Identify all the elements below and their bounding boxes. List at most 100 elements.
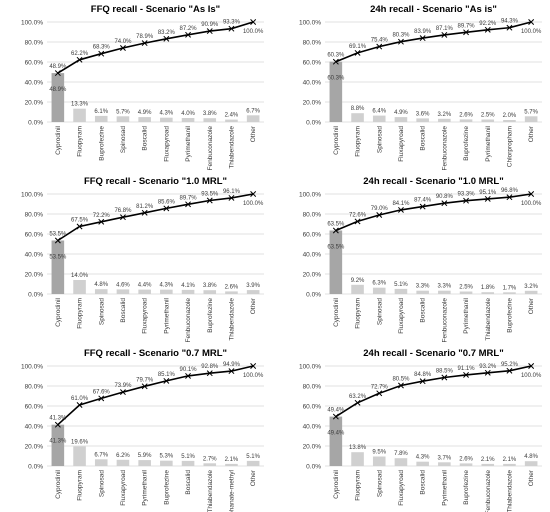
bar-value-label: 6.7% <box>94 452 108 458</box>
category-label: Other <box>528 297 535 314</box>
bar <box>416 118 429 122</box>
cumulative-value-label: 100.0% <box>243 373 264 379</box>
bar-value-label: 3.8% <box>203 283 217 289</box>
category-label: Boscalid <box>420 470 427 495</box>
bar-value-label: 2.5% <box>481 113 495 119</box>
bar <box>351 452 364 466</box>
bar-value-label: 2.5% <box>459 285 473 291</box>
chart-panel: FFQ recall - Scenario "1.0 MRL" 0.0% 20.0%… <box>21 176 264 342</box>
category-label: Buprofezine <box>463 470 470 505</box>
bar-value-label: 2.0% <box>503 113 517 119</box>
bar-value-label: 3.2% <box>438 112 452 118</box>
bar <box>481 463 495 466</box>
cumulative-marker <box>463 29 470 36</box>
cumulative-marker <box>98 395 105 402</box>
category-label: Spinosad <box>98 470 105 497</box>
category-label: Boscalid <box>120 298 127 323</box>
bar <box>329 61 343 122</box>
bar <box>459 291 473 294</box>
category-label: Cyprodinil <box>55 469 62 498</box>
cumulative-marker <box>419 378 426 385</box>
bar-value-label: 4.8% <box>94 282 108 288</box>
bar-value-label: 2.7% <box>203 456 217 462</box>
cumulative-value-label: 76.8% <box>114 208 132 214</box>
y-tick-label: 100.0% <box>299 20 321 27</box>
y-tick-label: 20.0% <box>303 444 322 451</box>
cumulative-value-label: 68.3% <box>93 45 111 51</box>
cumulative-marker <box>354 218 361 225</box>
bar <box>394 288 408 294</box>
bar-value-label: 63.5% <box>327 245 345 251</box>
category-label: Fluxapyroad <box>398 298 405 334</box>
cumulative-marker <box>228 368 235 375</box>
cumulative-value-label: 89.7% <box>180 195 198 201</box>
cumulative-value-label: 100.0% <box>243 201 264 207</box>
cumulative-value-label: 100.0% <box>243 29 264 35</box>
bar-value-label: 4.9% <box>138 110 152 116</box>
category-label: Other <box>250 469 257 486</box>
bar <box>329 230 343 294</box>
chart-panel: FFQ recall - Scenario "0.7 MRL" 0.0% 20.0%… <box>21 348 264 512</box>
bar <box>181 118 195 122</box>
cumulative-marker <box>441 31 448 38</box>
bar <box>524 116 538 122</box>
bar-value-label: 4.9% <box>394 110 408 116</box>
category-label: Fenbuconazole <box>485 470 492 512</box>
chart-title: FFQ recall - Scenario "0.7 MRL" <box>84 348 227 359</box>
category-label: Fluopyram <box>355 126 362 157</box>
bar-value-label: 5.1% <box>394 282 408 288</box>
bar-value-label: 53.5% <box>49 255 67 261</box>
cumulative-value-label: 78.9% <box>136 34 154 40</box>
cumulative-marker <box>163 205 170 212</box>
cumulative-marker <box>250 19 257 25</box>
bar <box>116 459 130 466</box>
cumulative-value-label: 92.2% <box>479 21 497 27</box>
cumulative-marker <box>54 70 61 77</box>
cumulative-value-label: 88.5% <box>436 369 454 375</box>
bar-value-label: 14.0% <box>71 273 89 279</box>
cumulative-value-label: 85.6% <box>158 199 176 205</box>
bar-value-label: 2.6% <box>459 456 473 462</box>
category-label: Thiabendazole <box>506 470 513 512</box>
bar <box>225 119 238 122</box>
bar-value-label: 1.7% <box>503 285 517 291</box>
y-tick-label: 80.0% <box>25 40 44 47</box>
y-tick-label: 0.0% <box>306 292 321 299</box>
cumulative-line <box>57 193 254 242</box>
y-tick-label: 40.0% <box>303 80 322 87</box>
cumulative-value-label: 67.6% <box>93 389 111 395</box>
cumulative-value-label: 80.3% <box>392 33 410 39</box>
cumulative-value-label: 74.0% <box>114 39 132 45</box>
cumulative-marker <box>332 227 339 234</box>
bar-value-label: 6.4% <box>372 109 386 115</box>
chart-panel: 24h recall - Scenario "0.7 MRL" 0.0% 20.0%… <box>299 348 542 512</box>
bar <box>138 460 151 466</box>
y-tick-label: 20.0% <box>25 444 44 451</box>
category-label: Chlorpropham <box>506 126 513 167</box>
cumulative-marker <box>76 223 83 230</box>
bar <box>225 463 238 466</box>
category-label: Cyprodinil <box>55 125 62 154</box>
cumulative-value-label: 87.4% <box>414 198 432 204</box>
category-label: Buprofezine <box>163 470 170 505</box>
bar <box>138 117 151 122</box>
bar <box>51 424 65 466</box>
bar-value-label: 5.7% <box>524 109 538 115</box>
category-label: Fenbuconazole <box>207 126 214 171</box>
cumulative-marker <box>119 214 126 221</box>
bar-value-label: 6.1% <box>94 109 108 115</box>
bar-value-label: 5.1% <box>181 454 195 460</box>
cumulative-marker <box>376 43 383 50</box>
bar-value-label: 3.3% <box>416 284 430 290</box>
y-tick-label: 0.0% <box>28 292 43 299</box>
category-label: Fluxapyroad <box>120 470 127 506</box>
bar <box>160 289 173 294</box>
cumulative-marker <box>506 24 513 31</box>
bar-value-label: 48.9% <box>49 87 67 93</box>
cumulative-value-label: 87.2% <box>180 26 198 32</box>
category-label: Spinosad <box>376 470 383 497</box>
category-label: Fenbuconazole <box>441 126 448 171</box>
bar-value-label: 13.8% <box>349 445 367 451</box>
cumulative-value-label: 95.2% <box>501 362 519 368</box>
category-label: Pyrimethanil <box>485 125 492 161</box>
